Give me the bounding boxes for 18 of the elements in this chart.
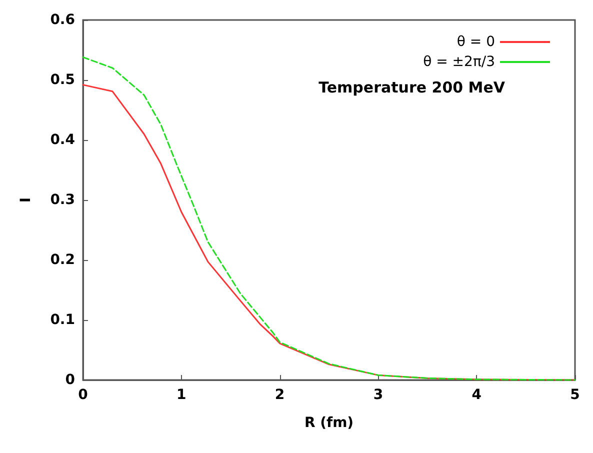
x-tick-label: 4 bbox=[472, 387, 482, 403]
y-axis-title: I bbox=[18, 197, 34, 203]
y-tick-label: 0 bbox=[65, 372, 76, 388]
y-tick-label: 0.2 bbox=[50, 252, 75, 268]
y-tick-label: 0.1 bbox=[50, 312, 75, 328]
x-axis-title: R (fm) bbox=[304, 415, 354, 431]
y-tick-label: 0.3 bbox=[50, 192, 75, 208]
y-tick-label: 0.4 bbox=[50, 132, 76, 148]
x-tick-label: 0 bbox=[78, 387, 88, 403]
annotation: Temperature 200 MeV bbox=[318, 78, 506, 96]
x-tick-label: 2 bbox=[274, 387, 285, 403]
legend-label: θ = ±2π/3 bbox=[423, 54, 495, 70]
x-tick-label: 3 bbox=[373, 387, 384, 403]
y-tick-label: 0.5 bbox=[50, 72, 75, 88]
x-tick-label: 5 bbox=[570, 387, 580, 403]
y-tick-label: 0.6 bbox=[50, 12, 75, 28]
x-tick-label: 1 bbox=[176, 387, 186, 403]
legend-label: θ = 0 bbox=[456, 34, 495, 50]
